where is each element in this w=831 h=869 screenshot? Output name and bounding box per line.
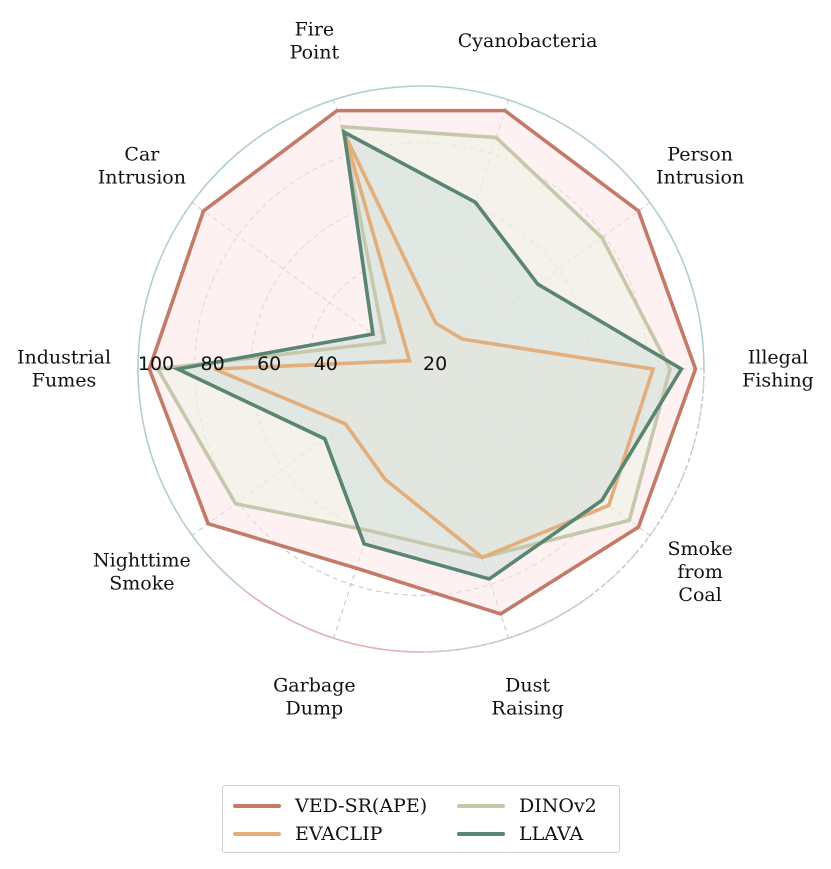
- radial-tick-label: 60: [257, 353, 281, 375]
- series-fill: [177, 132, 682, 579]
- frame-arc-blue: [137, 85, 705, 394]
- category-label: Person Intrusion: [656, 144, 744, 189]
- legend-item-llava: LLAVA: [457, 822, 583, 846]
- radial-tick-labels: 20 40 60 80 100: [138, 353, 447, 375]
- legend-swatch: [457, 804, 505, 808]
- category-label: Industrial Fumes: [17, 347, 111, 392]
- legend-label: LLAVA: [519, 823, 584, 845]
- legend-label: DINOv2: [519, 795, 597, 817]
- legend: VED-SR(APE) EVACLIP DINOv2 LLAVA: [222, 785, 620, 853]
- legend-item-ved-sr: VED-SR(APE): [233, 794, 427, 818]
- legend-swatch: [233, 804, 281, 808]
- category-label: Fire Point: [290, 18, 340, 63]
- series-line: [154, 124, 672, 560]
- series-line: [171, 128, 684, 581]
- series-line: [213, 134, 656, 560]
- category-label: Garbage Dump: [273, 675, 356, 720]
- frame-arc-pink: [246, 591, 422, 653]
- category-label: Dust Raising: [491, 675, 563, 720]
- category-label: Cyanobacteria: [458, 30, 598, 52]
- radar-series: [147, 108, 698, 616]
- radial-tick-label: 40: [314, 353, 338, 375]
- legend-label: VED-SR(APE): [295, 795, 428, 817]
- category-labels: Cyanobacteria Person Intrusion Illegal Fishi…: [17, 18, 814, 719]
- category-label: Illegal Fishing: [742, 347, 814, 392]
- radial-tick-label: 100: [138, 353, 174, 375]
- category-label: Nighttime Smoke: [93, 549, 191, 594]
- category-label: Car Intrusion: [98, 144, 186, 189]
- legend-label: EVACLIP: [295, 823, 383, 845]
- radial-tick-label: 80: [201, 353, 225, 375]
- radial-tick-label: 20: [423, 353, 447, 375]
- series-line: [147, 108, 698, 616]
- legend-swatch: [457, 832, 505, 836]
- legend-item-dinov2: DINOv2: [457, 794, 597, 818]
- category-label: Smoke from Coal: [667, 538, 732, 606]
- legend-item-evaclip: EVACLIP: [233, 822, 382, 846]
- legend-swatch: [233, 832, 281, 836]
